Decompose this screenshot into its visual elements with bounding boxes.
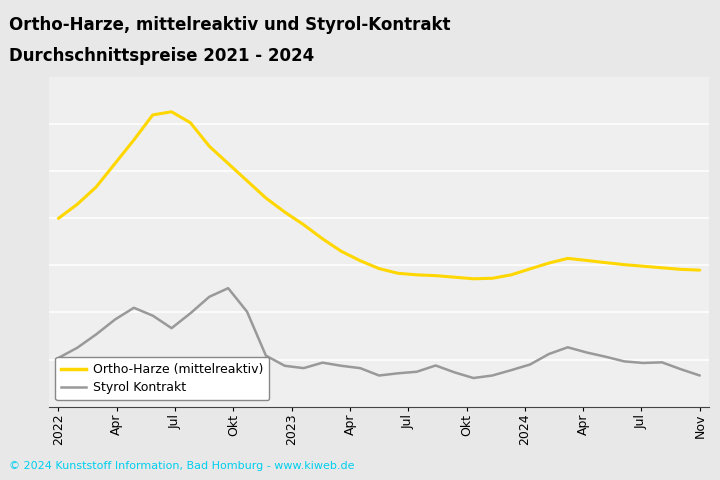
Text: Durchschnittspreise 2021 - 2024: Durchschnittspreise 2021 - 2024 bbox=[9, 47, 315, 65]
Legend: Ortho-Harze (mittelreaktiv), Styrol Kontrakt: Ortho-Harze (mittelreaktiv), Styrol Kont… bbox=[55, 357, 269, 400]
Text: © 2024 Kunststoff Information, Bad Homburg - www.kiweb.de: © 2024 Kunststoff Information, Bad Hombu… bbox=[9, 461, 355, 471]
Text: Ortho-Harze, mittelreaktiv und Styrol-Kontrakt: Ortho-Harze, mittelreaktiv und Styrol-Ko… bbox=[9, 16, 451, 34]
